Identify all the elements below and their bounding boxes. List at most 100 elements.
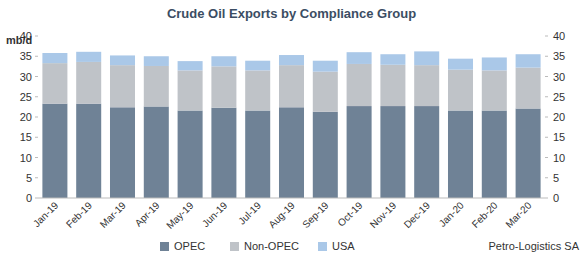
y2-tick-label: 20: [553, 111, 565, 123]
y-tick-label: 30: [20, 71, 32, 83]
y-tick-label: 0: [26, 192, 32, 204]
bar: [347, 64, 372, 106]
y2-tick: [545, 36, 548, 37]
bar: [42, 104, 67, 198]
y2-tick-label: 25: [553, 91, 565, 103]
y-tick-label: 15: [20, 131, 32, 143]
bar: [482, 57, 507, 70]
x-tick-label: Oct-19: [336, 199, 365, 228]
y2-tick-label: 35: [553, 50, 565, 62]
x-axis: [38, 198, 545, 199]
bar: [178, 111, 203, 198]
y-tick-label: 5: [26, 172, 32, 184]
legend-label: OPEC: [174, 240, 205, 252]
y2-tick: [545, 137, 548, 138]
y2-tick-label: 30: [553, 71, 565, 83]
y-tick-label: 25: [20, 91, 32, 103]
bar: [211, 56, 236, 66]
bar: [414, 65, 439, 106]
bar: [414, 51, 439, 65]
y-tick: [35, 76, 38, 77]
bar: [245, 70, 270, 110]
y-tick: [35, 157, 38, 158]
x-tick-label: Apr-19: [133, 199, 162, 228]
y2-tick: [545, 157, 548, 158]
bar: [42, 63, 67, 103]
y2-tick: [545, 177, 548, 178]
x-tick-label: Sep-19: [300, 199, 331, 230]
bar: [414, 106, 439, 198]
x-tick-label: Aug-19: [266, 199, 297, 230]
bar: [448, 111, 473, 198]
bar: [279, 107, 304, 198]
x-tick-label: Jan-19: [31, 199, 61, 229]
y2-tick-label: 40: [553, 30, 565, 42]
x-tick-label: Mar-19: [98, 199, 128, 229]
y-tick: [35, 56, 38, 57]
x-tick-label: Feb-20: [470, 199, 500, 229]
bar: [110, 65, 135, 107]
legend-label: Non-OPEC: [244, 240, 299, 252]
bar: [516, 54, 541, 67]
y2-tick-label: 15: [553, 131, 565, 143]
title: Crude Oil Exports by Compliance Group: [167, 6, 416, 21]
y2-tick-label: 10: [553, 152, 565, 164]
legend-swatch: [160, 242, 169, 251]
bar: [448, 59, 473, 70]
bar: [516, 68, 541, 109]
bar: [211, 66, 236, 107]
bar: [279, 55, 304, 65]
bar: [110, 107, 135, 198]
legend-swatch: [230, 242, 239, 251]
bar: [313, 112, 338, 198]
bar: [380, 65, 405, 106]
x-tick-label: Jan-20: [437, 199, 467, 229]
bar: [313, 61, 338, 72]
y-tick: [35, 96, 38, 97]
bars: [42, 51, 540, 198]
x-tick-label: Jul-19: [236, 199, 263, 226]
y2-tick: [545, 96, 548, 97]
x-tick-label: Nov-19: [368, 199, 399, 230]
source: Petro-Logistics SA: [489, 240, 580, 252]
y-tick-label: 35: [20, 50, 32, 62]
bar: [144, 106, 169, 198]
bar: [279, 65, 304, 107]
x-tick-label: Dec-19: [402, 199, 433, 230]
y-tick: [35, 198, 38, 199]
x-tick-label: May-19: [164, 199, 196, 231]
bar: [347, 52, 372, 64]
y2-tick: [545, 117, 548, 118]
bar: [144, 66, 169, 107]
bar: [178, 61, 203, 70]
bar: [516, 108, 541, 198]
bar: [245, 61, 270, 71]
bar: [482, 70, 507, 110]
bar: [245, 111, 270, 198]
y2-tick-label: 0: [553, 192, 559, 204]
legend-label: USA: [332, 240, 355, 252]
y2-tick-label: 5: [553, 172, 559, 184]
x-tick-label: Jun-19: [200, 199, 230, 229]
y-tick-label: 20: [20, 111, 32, 123]
y-tick-label: 40: [20, 30, 32, 42]
bar: [144, 56, 169, 66]
bar: [448, 70, 473, 111]
bar: [482, 111, 507, 198]
y-tick: [35, 137, 38, 138]
y-tick-label: 10: [20, 152, 32, 164]
bar: [347, 106, 372, 198]
bar: [76, 62, 101, 104]
y2-tick: [545, 76, 548, 77]
bar: [211, 108, 236, 198]
chart: Crude Oil Exports by Compliance Groupmb/…: [0, 0, 583, 266]
y-tick: [35, 117, 38, 118]
bar: [380, 106, 405, 198]
bar: [110, 55, 135, 65]
y-tick: [35, 36, 38, 37]
bar: [380, 54, 405, 65]
x-tick-label: Mar-20: [503, 199, 533, 229]
bar: [76, 52, 101, 62]
bar: [178, 70, 203, 110]
y2-tick: [545, 198, 548, 199]
